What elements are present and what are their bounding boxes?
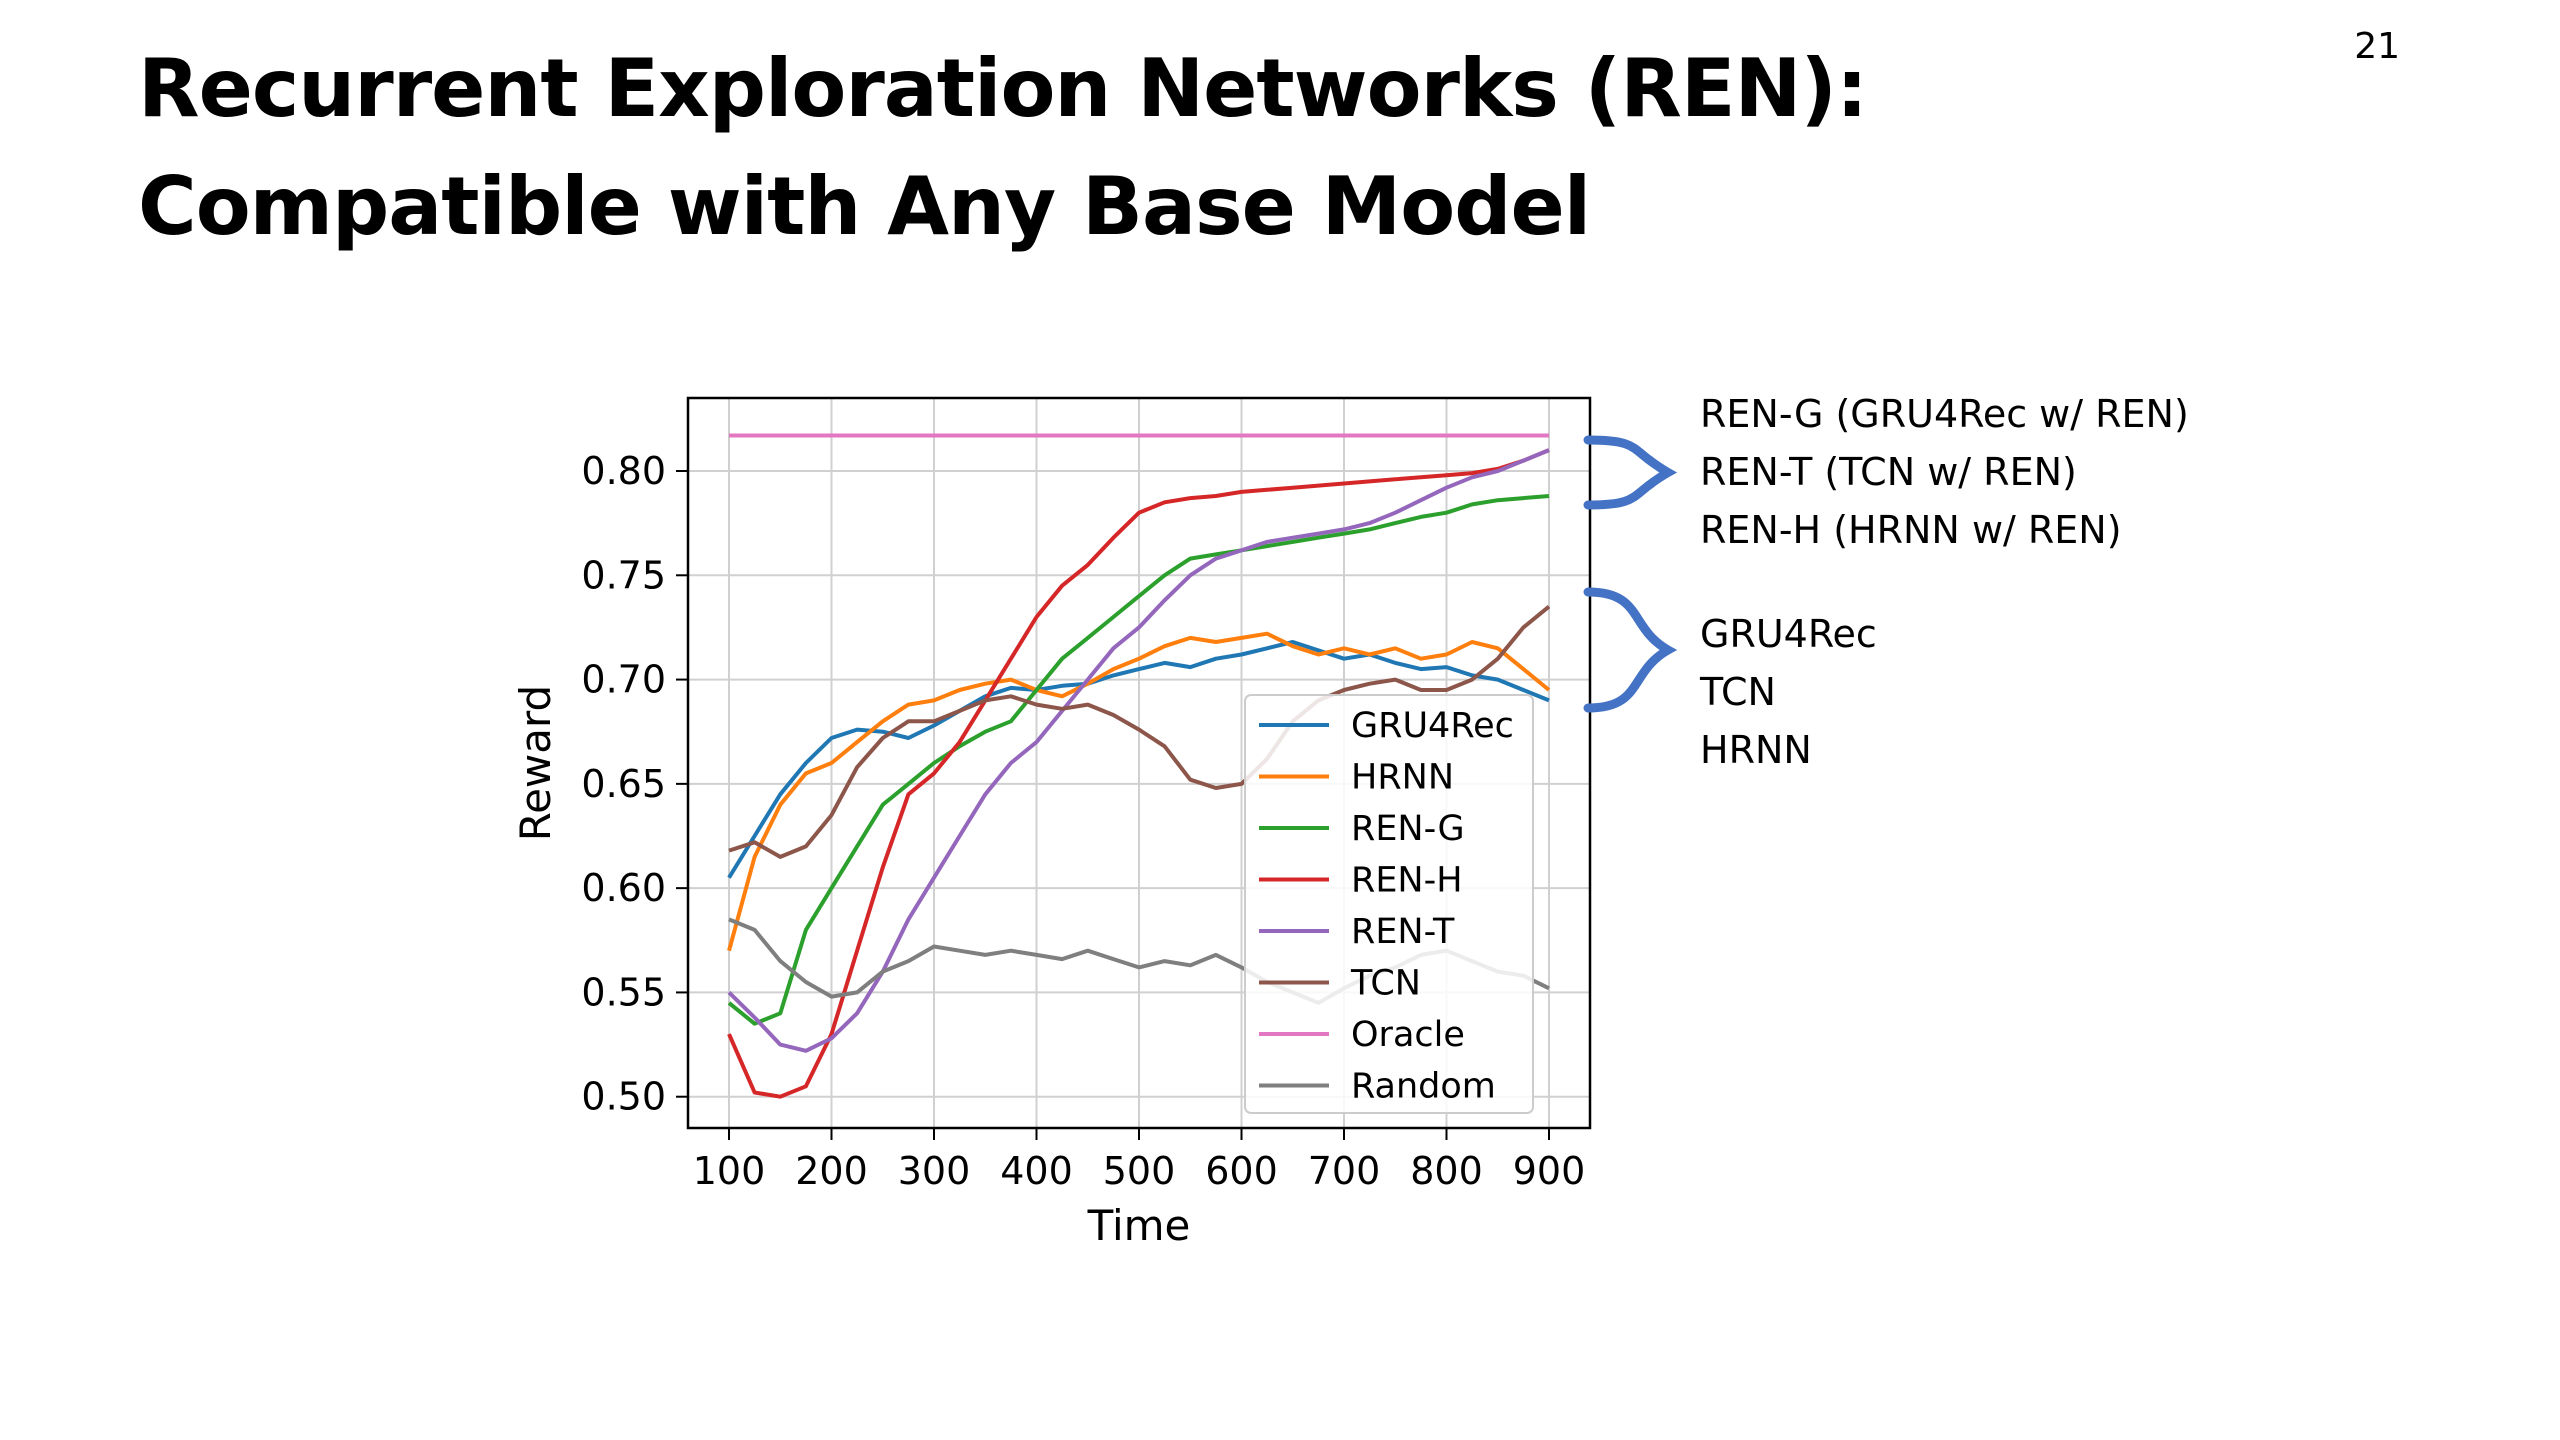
legend-entry: REN-T bbox=[1351, 912, 1455, 952]
y-tick-label: 0.60 bbox=[581, 866, 666, 910]
x-tick-label: 100 bbox=[693, 1149, 766, 1193]
braces bbox=[1583, 435, 1678, 713]
x-tick-label: 500 bbox=[1103, 1149, 1176, 1193]
y-tick-label: 0.80 bbox=[581, 449, 666, 493]
legend-box bbox=[1244, 694, 1534, 1114]
base-model-label: HRNN bbox=[1700, 728, 1812, 772]
legend: GRU4Rec HRNN REN-G REN-H REN-T TCN Oracle Rando… bbox=[1244, 694, 1534, 1114]
series-line-tcn bbox=[728, 605, 1551, 859]
legend-entry: REN-H bbox=[1351, 861, 1463, 901]
y-tick-label: 0.65 bbox=[581, 762, 666, 806]
base-models-list: GRU4Rec TCN HRNN bbox=[1700, 605, 1877, 779]
page-number: 21 bbox=[2354, 26, 2400, 67]
x-tick-label: 300 bbox=[898, 1149, 971, 1193]
legend-entry: Random bbox=[1351, 1067, 1496, 1107]
y-tick-label: 0.75 bbox=[581, 553, 666, 597]
plot-frame bbox=[686, 396, 1592, 1130]
brace-icon bbox=[1583, 435, 1678, 510]
x-tick-label: 200 bbox=[795, 1149, 868, 1193]
series-line-ren-t bbox=[727, 448, 1550, 1053]
x-tick-label: 800 bbox=[1410, 1149, 1483, 1193]
x-tick-label: 600 bbox=[1205, 1149, 1278, 1193]
series-line-ren-g bbox=[727, 494, 1550, 1026]
ren-model-label: REN-H (HRNN w/ REN) bbox=[1700, 508, 2122, 552]
y-axis-label: Reward bbox=[511, 685, 560, 841]
legend-entry: Oracle bbox=[1351, 1015, 1465, 1055]
legend-entry: REN-G bbox=[1351, 809, 1465, 849]
x-tick-label: 400 bbox=[1000, 1149, 1073, 1193]
slide-title: Recurrent Exploration Networks (REN): Co… bbox=[138, 30, 2038, 266]
y-tick-label: 0.50 bbox=[581, 1075, 666, 1119]
ren-model-label: REN-G (GRU4Rec w/ REN) bbox=[1700, 392, 2189, 436]
legend-entry: TCN bbox=[1350, 964, 1421, 1004]
title-line-1: Recurrent Exploration Networks (REN): bbox=[138, 42, 1868, 135]
x-axis-label: Time bbox=[1087, 1201, 1191, 1250]
y-tick-label: 0.55 bbox=[581, 970, 666, 1014]
ren-model-label: REN-T (TCN w/ REN) bbox=[1700, 450, 2077, 494]
series-line-hrnn bbox=[727, 631, 1551, 952]
series-lines bbox=[727, 433, 1551, 1099]
x-tick-label: 900 bbox=[1513, 1149, 1586, 1193]
y-tick-label: 0.70 bbox=[581, 658, 666, 702]
ren-models-list: REN-G (GRU4Rec w/ REN) REN-T (TCN w/ REN… bbox=[1700, 385, 2189, 559]
brace-icon bbox=[1583, 587, 1678, 713]
base-model-label: GRU4Rec bbox=[1700, 612, 1877, 656]
series-line-ren-h bbox=[727, 448, 1550, 1099]
legend-entry: HRNN bbox=[1351, 758, 1454, 798]
base-model-label: TCN bbox=[1700, 670, 1776, 714]
x-tick-label: 700 bbox=[1308, 1149, 1381, 1193]
title-line-2: Compatible with Any Base Model bbox=[138, 160, 1591, 253]
series-line-gru4rec bbox=[727, 640, 1550, 879]
legend-entry: GRU4Rec bbox=[1351, 706, 1514, 746]
axes: 100 200 300 400 500 600 700 800 900 0.50 0.55 0.60 0… bbox=[511, 396, 1592, 1250]
